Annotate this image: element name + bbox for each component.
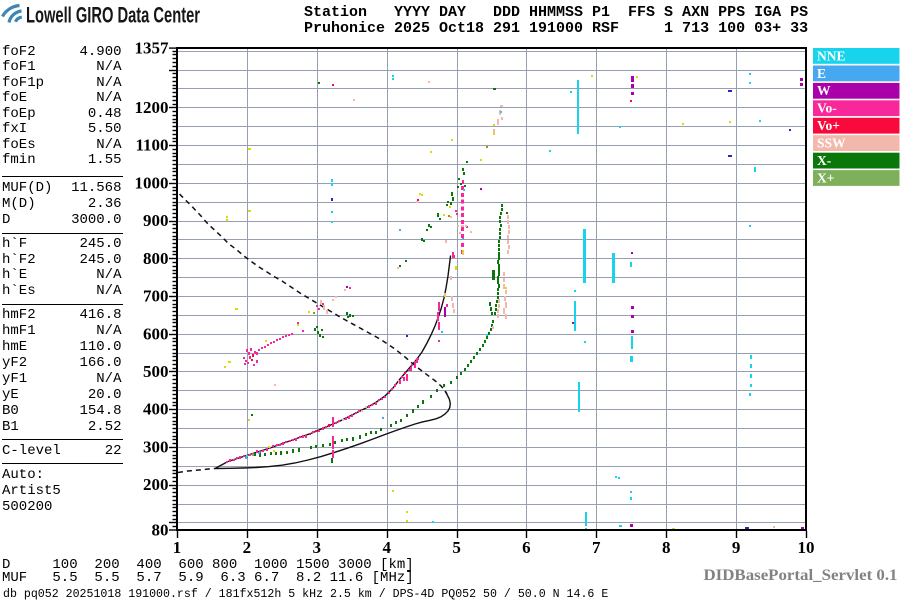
svg-text:800: 800 — [143, 249, 169, 268]
svg-text:400: 400 — [143, 400, 169, 419]
svg-text:1000: 1000 — [135, 173, 169, 192]
svg-text:8: 8 — [662, 538, 671, 557]
svg-text:300: 300 — [143, 438, 169, 457]
svg-text:NNE: NNE — [817, 48, 846, 63]
svg-text:6: 6 — [522, 538, 531, 557]
svg-text:4: 4 — [382, 538, 391, 557]
svg-text:9: 9 — [732, 538, 741, 557]
svg-text:7: 7 — [592, 538, 601, 557]
svg-text:500: 500 — [143, 362, 169, 381]
svg-text:Vo-: Vo- — [817, 101, 837, 116]
svg-text:200: 200 — [143, 475, 169, 494]
svg-text:3: 3 — [313, 538, 322, 557]
svg-text:5: 5 — [452, 538, 461, 557]
svg-text:700: 700 — [143, 287, 169, 306]
svg-text:X+: X+ — [817, 170, 834, 185]
svg-text:10: 10 — [798, 538, 815, 557]
svg-text:E: E — [817, 66, 826, 81]
svg-text:SSW: SSW — [817, 136, 846, 151]
svg-text:1200: 1200 — [135, 98, 169, 117]
svg-text:X-: X- — [817, 153, 831, 168]
svg-text:1100: 1100 — [135, 136, 168, 155]
svg-text:900: 900 — [143, 211, 169, 230]
svg-text:W: W — [817, 83, 831, 98]
svg-text:2: 2 — [243, 538, 252, 557]
svg-text:1357: 1357 — [135, 39, 170, 58]
svg-text:Lowell GIRO Data Center: Lowell GIRO Data Center — [26, 3, 200, 28]
svg-text:1: 1 — [173, 538, 182, 557]
svg-text:Vo+: Vo+ — [817, 118, 840, 133]
svg-text:DIDBasePortal_Servlet 0.1: DIDBasePortal_Servlet 0.1 — [704, 567, 898, 584]
svg-text:80: 80 — [152, 521, 169, 540]
svg-text:600: 600 — [143, 324, 169, 343]
